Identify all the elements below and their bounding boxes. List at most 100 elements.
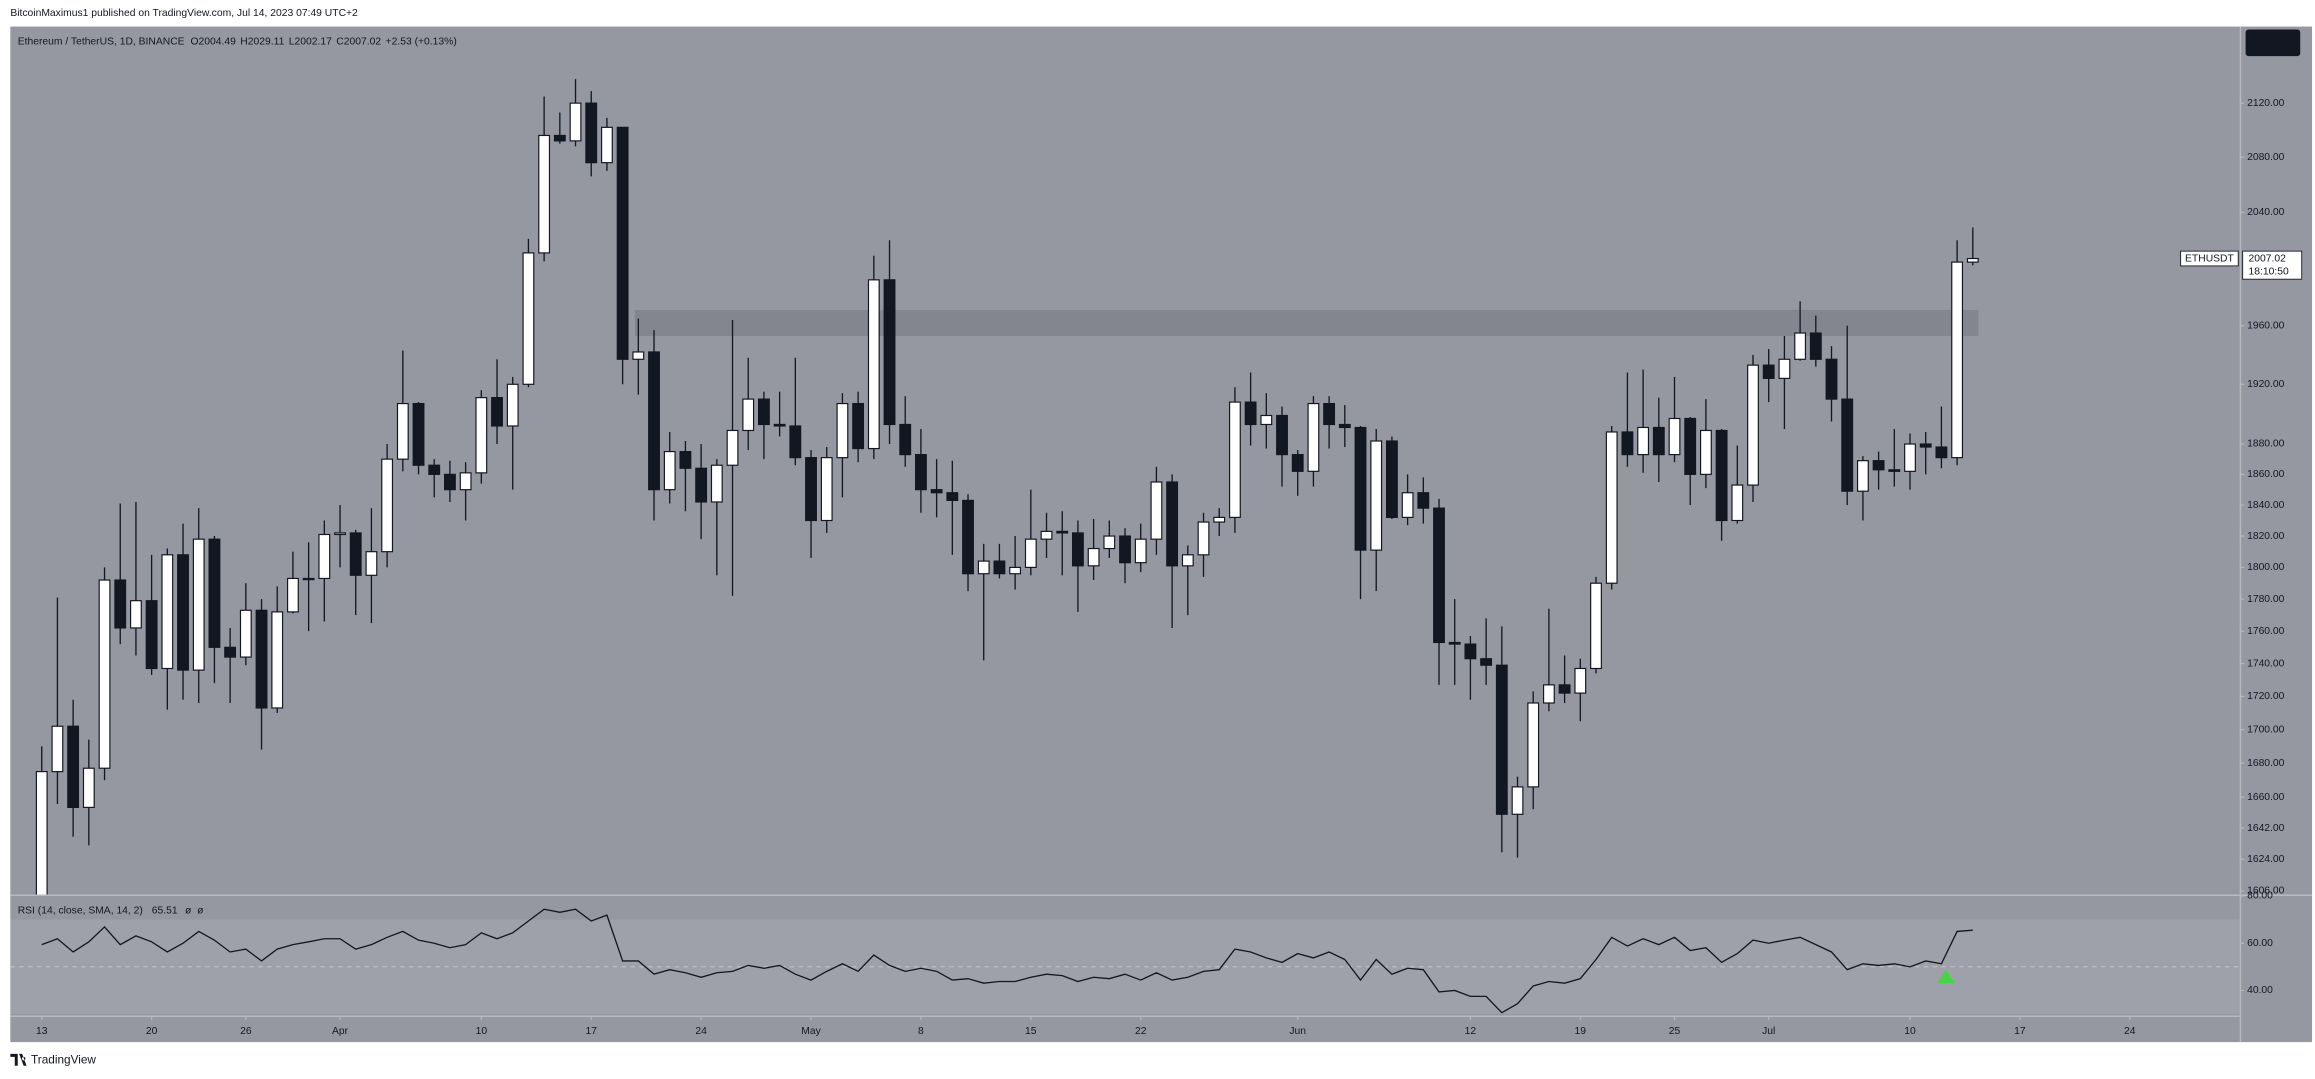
candle-body [1809,332,1822,360]
candle-body [899,423,912,456]
candle-body [1024,538,1037,568]
candle-body [1260,414,1273,426]
x-tick-label: 17 [2014,1026,2026,1037]
price-tag: 2007.02 [2249,253,2287,264]
candle-body [883,279,896,426]
candle-body [553,134,566,142]
candle-body [1166,481,1179,567]
candle-body [1040,530,1053,540]
candle-body [538,134,551,254]
symbol-tag-box [2180,250,2239,267]
candle-body [396,402,409,460]
candle-body [1354,426,1367,551]
symbol-tag: ETHUSDT [2185,253,2234,264]
candle-body [1715,429,1728,522]
candle-body [1574,667,1587,694]
y-tick-label: 40.00 [2247,985,2273,996]
candle-body [820,457,833,522]
candle-body [287,577,299,613]
rsi-line [41,908,1973,1014]
candle-body [444,473,456,491]
candle-body [993,560,1006,575]
candle-body [805,457,817,522]
candle-body [789,425,802,459]
candle-body [459,472,472,491]
candle-body [1150,481,1163,540]
candle-body [1087,547,1100,567]
candle-body [522,252,535,385]
x-tick-label: 8 [918,1026,924,1037]
x-tick-label: 15 [1025,1026,1037,1037]
candle-body [428,464,441,475]
candle-body [349,532,362,576]
x-tick-label: 26 [240,1026,252,1037]
y-tick-label: 80.00 [2247,891,2273,902]
y-tick-label: 1880.00 [2247,439,2285,450]
candle-body [585,102,598,164]
candle-body [977,560,990,575]
x-tick-label: Apr [332,1026,349,1037]
candle-body [962,499,974,575]
legend-title: Ethereum / TetherUS, 1D, BINANCE [18,36,185,47]
candle-body [1181,554,1194,567]
candle-body [1558,684,1571,694]
candle-body [381,458,394,553]
candle-body [679,450,692,469]
x-tick-label: 13 [36,1026,48,1037]
candle-body [161,554,174,670]
y-tick-label: 1920.00 [2247,379,2285,390]
rsi-last-value: 65.51 [152,905,178,916]
candle-body [1935,446,1948,459]
candle-body [35,771,48,895]
candle-body [1134,538,1147,564]
candle-body [506,383,519,427]
candle-body [1370,440,1383,551]
toolbar-button [2245,29,2301,57]
candle-body [648,351,660,491]
candle-body [632,351,645,360]
y-tick-label: 1606.00 [2247,886,2285,897]
candle-body [742,398,755,432]
candle-body [334,532,346,536]
y-tick-label: 60.00 [2247,938,2273,949]
candle-body [177,554,189,671]
candle-body [192,538,205,671]
candle-body [1904,443,1916,472]
candle-body [1228,401,1241,518]
candle-body [1856,460,1869,492]
y-tick-label: 2080.00 [2247,152,2285,163]
countdown-tag: 18:10:50 [2249,267,2289,278]
candle-body [1213,516,1226,523]
y-tick-label: 1680.00 [2247,758,2285,769]
x-tick-label: 22 [1135,1026,1147,1037]
y-tick-label: 1860.00 [2247,469,2285,480]
candle-body [1464,643,1477,660]
x-tick-label: 24 [2124,1026,2136,1037]
candle-body [836,402,849,459]
candle-body [224,646,237,658]
candle-body [1590,582,1602,670]
candle-body [1448,641,1461,645]
legend-letter: C [336,36,344,47]
candle-body [726,429,739,466]
candle-body [491,397,503,427]
candle-body [1291,454,1304,472]
candle-body [1542,684,1555,704]
y-tick-label: 1760.00 [2247,626,2285,637]
y-tick-label: 1700.00 [2247,724,2285,735]
rsi-extra: ø [197,905,204,916]
candle-body [946,492,959,502]
candle-body [208,538,221,648]
x-tick-label: Jun [1289,1026,1306,1037]
rsi-title: RSI (14, close, SMA, 14, 2) [18,905,143,916]
candle-body [616,126,629,360]
candle-body [695,467,708,503]
candle-body [114,579,127,629]
candle-body [365,551,378,576]
x-tick-label: May [801,1026,821,1037]
candle-body [1338,423,1351,429]
x-tick-label: 25 [1669,1026,1681,1037]
x-tick-label: 10 [476,1026,488,1037]
candle-body [67,725,80,808]
